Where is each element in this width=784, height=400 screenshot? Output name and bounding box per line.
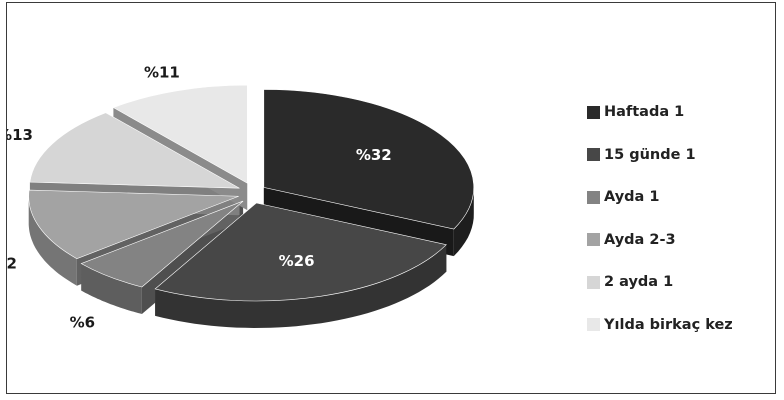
legend-label: Yılda birkaç kez [604, 316, 733, 333]
slice-label: %6 [70, 314, 95, 332]
legend-swatch [587, 318, 600, 332]
legend-label: Ayda 2-3 [604, 231, 676, 248]
slice-label: %12 [7, 255, 17, 273]
legend-label: 2 ayda 1 [604, 274, 674, 291]
pie-slice [263, 89, 475, 230]
legend-label: 15 günde 1 [604, 146, 696, 163]
pie-slice [112, 84, 248, 184]
pie-chart: %32 %26 %6 %12 %13 %11 [7, 64, 475, 332]
legend-item: Ayda 2-3 [587, 219, 777, 262]
pie-slice [154, 202, 447, 302]
pie-slice-side [81, 263, 142, 314]
pie-slice-side [28, 195, 77, 286]
slice-label: %11 [144, 64, 180, 82]
pie-slice [29, 112, 240, 189]
pie-slice [28, 189, 239, 260]
legend-swatch [587, 233, 600, 247]
pie-slice-side [453, 186, 474, 257]
slice-label: %32 [356, 146, 392, 164]
pie-slice [80, 200, 244, 288]
legend-item: Haftada 1 [587, 91, 777, 134]
legend-swatch [587, 148, 600, 162]
legend: Haftada 1 15 günde 1 Ayda 1 Ayda 2-3 2 a… [587, 91, 777, 346]
legend-swatch [587, 190, 600, 204]
pie-slice-side [155, 244, 447, 328]
legend-label: Haftada 1 [604, 104, 685, 121]
legend-item: 15 günde 1 [587, 134, 777, 177]
slice-label: %13 [7, 126, 33, 144]
legend-item: Ayda 1 [587, 176, 777, 219]
slice-label: %26 [279, 252, 315, 270]
legend-item: 2 ayda 1 [587, 261, 777, 304]
legend-label: Ayda 1 [604, 189, 660, 206]
legend-item: Yılda birkaç kez [587, 304, 777, 347]
chart-frame: %32 %26 %6 %12 %13 %11 Haftada 1 15 günde 1 A… [6, 2, 776, 394]
legend-swatch [587, 105, 600, 119]
legend-swatch [587, 275, 600, 289]
